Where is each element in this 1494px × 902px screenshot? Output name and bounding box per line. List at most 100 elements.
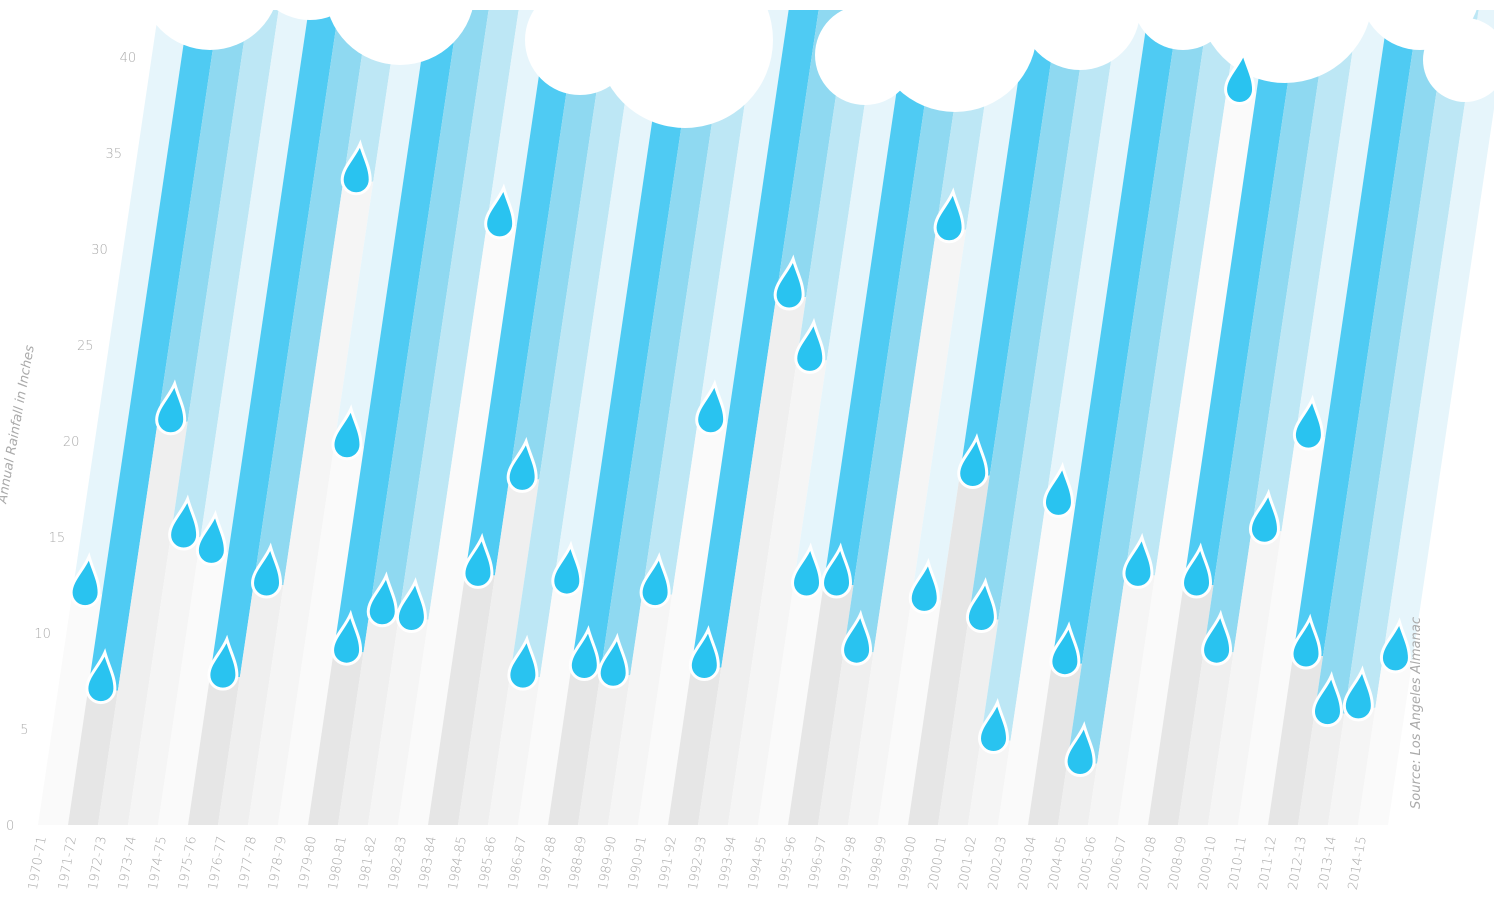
rain-stripe bbox=[1314, 10, 1449, 714]
x-tick-label: 1987-88 bbox=[536, 835, 560, 891]
rain-stripe bbox=[1293, 10, 1419, 657]
rain-drop bbox=[841, 609, 873, 666]
rain-drop bbox=[395, 577, 427, 633]
rain-drop bbox=[597, 632, 629, 689]
rain-drop bbox=[340, 139, 372, 196]
bar bbox=[68, 690, 118, 825]
rain-stripe bbox=[398, 10, 519, 620]
rain-drop bbox=[195, 509, 227, 566]
x-tick-label: 2001-02 bbox=[956, 835, 980, 891]
x-tick-label: 2010-11 bbox=[1226, 835, 1250, 891]
rain-stripe bbox=[980, 10, 1119, 741]
bar bbox=[668, 667, 722, 825]
rain-stripe bbox=[1345, 10, 1479, 708]
bar bbox=[1298, 713, 1345, 825]
rain-drop bbox=[551, 540, 583, 597]
bar bbox=[1328, 707, 1376, 825]
rain-drop bbox=[1181, 542, 1213, 599]
bar bbox=[248, 181, 374, 826]
rain-drop bbox=[462, 532, 494, 589]
rain-drop bbox=[957, 433, 989, 489]
rain-drop bbox=[69, 552, 101, 609]
bar bbox=[548, 667, 602, 825]
rain-stripe bbox=[1067, 10, 1209, 764]
y-axis-title: Annual Rainfall in Inches bbox=[0, 344, 38, 506]
rain-drop bbox=[507, 634, 539, 691]
bar bbox=[608, 594, 673, 825]
x-tick-label: 2007-08 bbox=[1136, 835, 1160, 891]
rain-stripe bbox=[697, 10, 789, 422]
bar bbox=[968, 740, 1011, 825]
x-tick-label: 2005-06 bbox=[1076, 835, 1100, 891]
rain-drop bbox=[251, 542, 283, 599]
bar bbox=[1058, 763, 1098, 825]
bar bbox=[428, 575, 495, 825]
x-tick-label: 1974-75 bbox=[146, 835, 170, 891]
rain-stripe bbox=[1251, 10, 1359, 532]
rain-stripe bbox=[1382, 10, 1494, 660]
bar bbox=[1208, 531, 1282, 825]
x-tick-label: 2004-05 bbox=[1046, 835, 1070, 891]
x-tick-label: 2012-13 bbox=[1286, 835, 1310, 891]
rain-stripe bbox=[642, 10, 759, 595]
bar bbox=[1148, 585, 1214, 825]
rain-stripe bbox=[333, 10, 429, 447]
bar bbox=[278, 446, 364, 825]
rain-stripe bbox=[691, 10, 819, 668]
bar bbox=[98, 421, 188, 825]
rain-stripe bbox=[209, 10, 339, 678]
bar bbox=[728, 360, 827, 825]
x-tick-label: 1976-77 bbox=[206, 835, 230, 891]
rain-drop bbox=[695, 379, 727, 436]
rain-stripe bbox=[1183, 10, 1299, 585]
bar bbox=[188, 677, 240, 825]
rain-drop bbox=[506, 436, 538, 493]
x-tick-label: 2009-10 bbox=[1196, 835, 1220, 891]
clouds bbox=[142, 0, 1494, 128]
rain-drop bbox=[1290, 613, 1322, 670]
rain-stripe bbox=[72, 10, 189, 595]
rain-drop bbox=[1342, 665, 1374, 722]
x-tick-label: 2002-03 bbox=[986, 835, 1010, 891]
y-tick-label: 40 bbox=[120, 51, 137, 66]
x-tick-label: 2003-04 bbox=[1016, 835, 1040, 891]
source: Source: Los Angeles Almanac bbox=[1409, 617, 1424, 809]
x-tick-label: 2006-07 bbox=[1106, 835, 1130, 891]
rain-stripe bbox=[87, 10, 219, 691]
drops bbox=[69, 49, 1411, 777]
bar bbox=[998, 504, 1076, 825]
bar bbox=[878, 600, 942, 825]
x-tick-label: 2011-12 bbox=[1256, 835, 1280, 891]
x-tick-label: 1994-95 bbox=[746, 835, 770, 891]
y-tick-label: 0 bbox=[6, 819, 14, 834]
bar bbox=[1238, 437, 1326, 825]
rain-drop bbox=[331, 404, 363, 461]
rain-stripe bbox=[1051, 10, 1179, 664]
bar bbox=[38, 594, 103, 825]
rain-drop bbox=[568, 625, 600, 681]
bar bbox=[1178, 652, 1234, 825]
x-tick-label: 1996-97 bbox=[806, 835, 830, 891]
y-tick-label: 15 bbox=[49, 531, 66, 546]
x-tick-label: 1971-72 bbox=[56, 835, 80, 891]
rain-drop bbox=[366, 571, 398, 628]
x-tick-label: 2013-14 bbox=[1316, 835, 1340, 891]
x-tick-label: 1998-99 bbox=[866, 835, 890, 891]
y-tick-label: 20 bbox=[63, 435, 80, 450]
rain-drop bbox=[484, 183, 516, 240]
x-tick-label: 1978-79 bbox=[266, 835, 290, 891]
bar bbox=[368, 619, 429, 825]
x-tick-label: 2000-01 bbox=[926, 835, 950, 891]
x-tick-label: 1986-87 bbox=[506, 835, 530, 891]
bar bbox=[908, 475, 990, 825]
x-tick-label: 1999-00 bbox=[896, 835, 920, 891]
rain-drop bbox=[639, 552, 671, 609]
x-tick-label: 1993-94 bbox=[716, 835, 740, 891]
x-tick-label: 1981-82 bbox=[356, 835, 380, 891]
rain-drop bbox=[1042, 461, 1074, 518]
rain-stripe bbox=[911, 10, 1029, 601]
rain-stripe bbox=[571, 10, 699, 668]
rain-drop bbox=[908, 557, 940, 614]
x-tick-label: 1982-83 bbox=[386, 835, 410, 891]
x-tick-label: 1985-86 bbox=[476, 835, 500, 891]
